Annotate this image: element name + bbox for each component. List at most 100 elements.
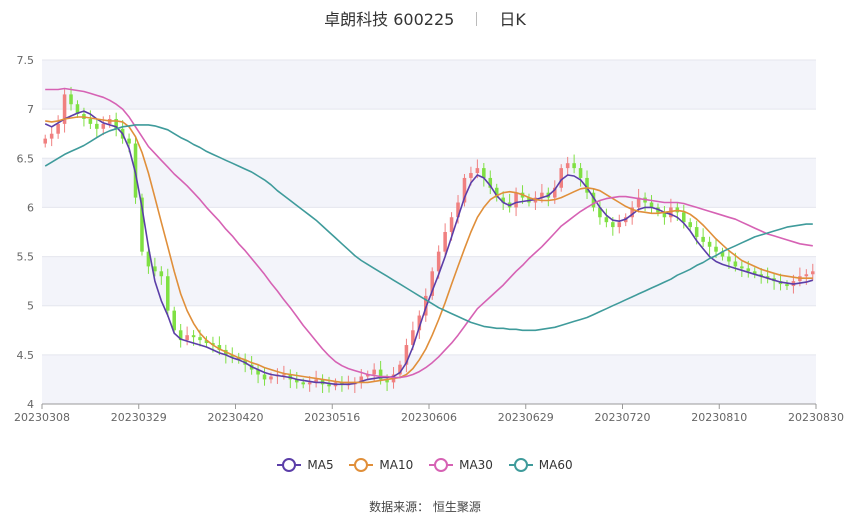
- candle-body: [598, 207, 602, 218]
- candle-body: [101, 123, 106, 129]
- series-line-ma30: [45, 87, 813, 379]
- x-tick-label: 20230830: [788, 411, 844, 424]
- ma-lines: [44, 87, 814, 386]
- candle-body: [295, 379, 299, 383]
- y-tick-label: 7.5: [17, 54, 35, 67]
- plot-band: [42, 60, 816, 110]
- candle-body: [482, 168, 486, 178]
- candle-body: [307, 382, 312, 385]
- candle: [114, 112, 118, 137]
- legend-ma10-label: MA10: [379, 458, 414, 472]
- x-tick-label: 20230516: [304, 411, 360, 424]
- candle: [462, 174, 467, 207]
- x-tick-label: 20230810: [691, 411, 747, 424]
- y-tick-label: 7: [27, 103, 34, 116]
- x-tick-label: 20230308: [14, 411, 70, 424]
- candle-body: [198, 337, 202, 341]
- y-tick-label: 5.5: [17, 251, 35, 264]
- grid-lines: [42, 59, 816, 405]
- candle-body: [262, 374, 267, 380]
- candle-body: [649, 202, 654, 208]
- candle-body: [611, 222, 615, 228]
- x-tick-label: 20230629: [498, 411, 554, 424]
- candle: [153, 257, 157, 277]
- x-axis: 20230308 20230329 20230420 20230516 20230606…: [14, 403, 844, 424]
- candle: [185, 326, 189, 346]
- candle: [740, 261, 744, 278]
- candle-body: [669, 207, 673, 218]
- candle: [43, 134, 47, 148]
- plot-band: [42, 354, 816, 404]
- legend-ma30-label: MA30: [459, 458, 493, 472]
- candle-body: [707, 241, 712, 247]
- series-line-ma60: [44, 124, 813, 332]
- legend-item-ma10[interactable]: MA10: [349, 458, 413, 472]
- candle-body: [456, 202, 460, 218]
- candle-body: [443, 232, 447, 252]
- candle-body: [553, 187, 557, 198]
- source-value: 恒生聚源: [432, 500, 481, 514]
- candle-body: [591, 192, 596, 208]
- candle: [765, 267, 770, 284]
- title-separator: [476, 12, 478, 26]
- candle: [172, 306, 176, 335]
- candle-body: [682, 212, 686, 223]
- candle-body: [469, 173, 473, 178]
- candle-body: [662, 212, 667, 218]
- candle-body: [540, 192, 544, 198]
- candle: [159, 266, 164, 285]
- candle-body: [636, 197, 641, 208]
- candle: [540, 184, 544, 203]
- candle-body: [62, 94, 67, 124]
- candle: [565, 156, 570, 176]
- candle-body: [740, 266, 744, 269]
- candle-body: [630, 207, 634, 218]
- legend-ma60-swatch: [508, 458, 533, 472]
- legend-item-ma30[interactable]: MA30: [429, 458, 493, 472]
- series-line-ma5: [44, 110, 814, 386]
- y-tick-label: 5: [27, 300, 34, 313]
- candle-body: [385, 379, 389, 383]
- candle-body: [449, 217, 454, 232]
- data-source: 数据来源： 恒生聚源: [0, 498, 850, 515]
- candle: [578, 163, 583, 187]
- candle: [488, 170, 493, 195]
- candle: [688, 218, 692, 232]
- candle-body: [114, 118, 118, 129]
- candle: [262, 367, 267, 386]
- candle: [204, 336, 209, 347]
- candle: [217, 336, 222, 356]
- plot-bands: [42, 60, 816, 404]
- candle-body: [88, 118, 93, 124]
- candle-body: [49, 133, 54, 139]
- candle: [75, 100, 80, 118]
- candle-body: [282, 374, 286, 376]
- candle-body: [95, 123, 99, 129]
- x-tick-label: 20230420: [208, 411, 264, 424]
- candle-body: [475, 168, 480, 174]
- candle: [443, 223, 447, 257]
- candle-body: [417, 315, 422, 331]
- candle-body: [430, 271, 434, 296]
- candle-body: [572, 163, 576, 169]
- candle-body: [411, 330, 415, 346]
- candle-body: [733, 261, 738, 267]
- candle: [649, 195, 654, 214]
- candle: [404, 338, 409, 373]
- legend-item-ma60[interactable]: MA60: [508, 458, 573, 472]
- y-tick-label: 4.5: [17, 349, 35, 362]
- candle: [598, 201, 602, 225]
- legend-item-ma5[interactable]: MA5: [277, 458, 334, 472]
- y-tick-label: 4: [27, 398, 34, 411]
- candle-body: [69, 94, 73, 105]
- candle: [752, 267, 757, 279]
- plot-band: [42, 158, 816, 208]
- candle: [701, 228, 705, 247]
- candle-body: [75, 104, 80, 115]
- candle: [604, 208, 609, 228]
- candle: [501, 191, 505, 210]
- candle: [49, 127, 54, 147]
- stock-title: 卓朗科技 600225: [324, 10, 455, 29]
- period-label[interactable]: 日K: [499, 10, 526, 29]
